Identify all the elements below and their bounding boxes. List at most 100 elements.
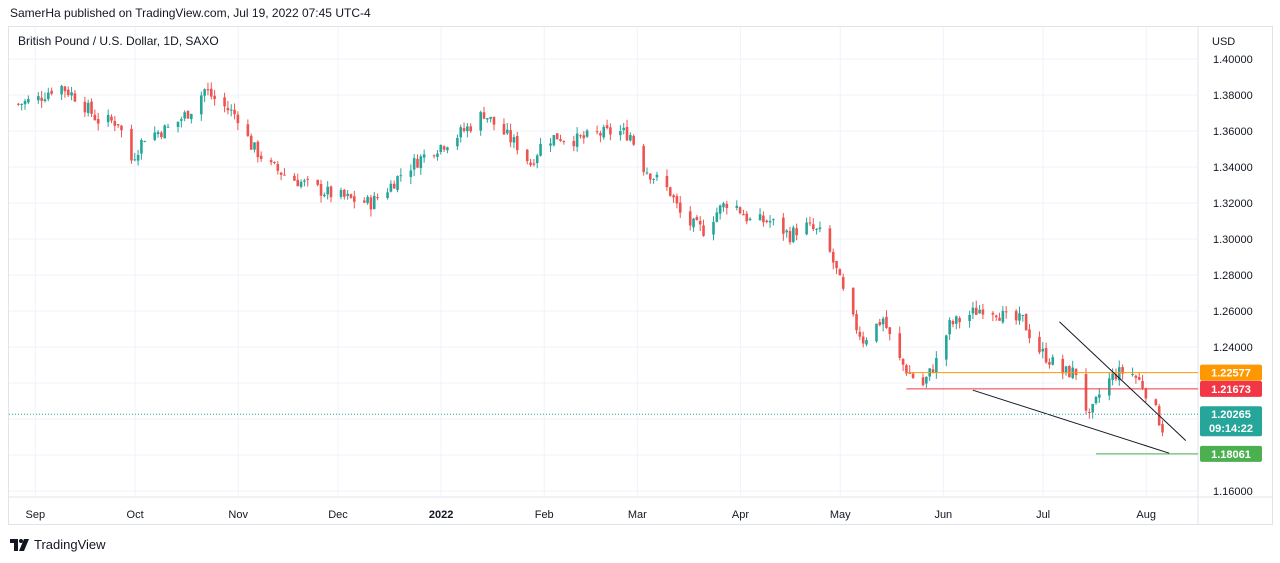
candle-body <box>1154 399 1158 405</box>
published-header: SamerHa published on TradingView.com, Ju… <box>10 6 371 20</box>
candle-body <box>259 155 263 160</box>
tradingview-brand[interactable]: TradingView <box>10 537 106 552</box>
chart-frame[interactable] <box>8 26 1273 525</box>
candle-body <box>346 193 349 196</box>
candle-body <box>456 137 459 147</box>
candle-body <box>96 119 100 124</box>
candle-body <box>412 158 416 170</box>
candle-body <box>40 97 43 101</box>
candle-body <box>855 313 858 331</box>
candle-body <box>768 220 772 223</box>
candle-body <box>66 89 70 96</box>
candle-body <box>1018 313 1021 321</box>
candle-body <box>93 114 97 120</box>
candle-body <box>815 228 818 230</box>
candle-body <box>622 127 626 131</box>
candle-body <box>785 230 788 233</box>
candle-body <box>110 116 113 121</box>
candle-body <box>994 315 998 318</box>
support-green-tag-label: 1.18061 <box>1211 449 1251 461</box>
candle-body <box>991 312 995 315</box>
candle-body <box>1091 403 1094 413</box>
candle-body <box>762 215 765 223</box>
candle-body <box>851 287 855 315</box>
candle-body <box>981 309 985 315</box>
candle-body <box>898 333 902 358</box>
candle-body <box>865 340 868 345</box>
candle-body <box>459 127 463 138</box>
candle-body <box>203 89 206 96</box>
candle-body <box>1114 374 1118 380</box>
candle-body <box>765 220 769 223</box>
candle-body <box>579 135 582 137</box>
candle-body <box>419 156 423 169</box>
candle-body <box>672 195 675 198</box>
candle-body <box>1048 362 1051 365</box>
candle-body <box>502 123 506 135</box>
candle-body <box>249 135 253 150</box>
candle-body <box>276 164 280 171</box>
candle-body <box>432 155 436 157</box>
candle-body <box>688 211 692 226</box>
candle-body <box>602 126 606 138</box>
candle-body <box>649 173 652 180</box>
candle-body <box>1064 366 1068 373</box>
resistance-orange-tag <box>1200 364 1262 381</box>
candle-body <box>23 100 27 105</box>
candle-body <box>748 218 752 220</box>
countdown-label: 09:14:22 <box>1209 423 1253 435</box>
candle-body <box>113 120 117 126</box>
candle-body <box>692 218 695 228</box>
date-tick-label: Aug <box>1136 509 1156 521</box>
candle-body <box>1141 380 1144 389</box>
candle-body <box>392 183 396 189</box>
price-tick-label: 1.30000 <box>1213 234 1253 246</box>
candle-body <box>136 154 140 161</box>
candle-body <box>1107 378 1111 396</box>
candle-body <box>226 107 230 111</box>
price-tick-label: 1.28000 <box>1213 270 1253 282</box>
candle-body <box>343 189 346 197</box>
candle-body <box>668 187 672 196</box>
candle-body <box>838 269 842 276</box>
candle-body <box>439 144 443 152</box>
candle-body <box>366 196 369 204</box>
candle-body <box>1028 329 1031 339</box>
candle-body <box>788 231 792 243</box>
symbol-title[interactable]: British Pound / U.S. Dollar, 1D, SAXO <box>18 34 219 48</box>
candle-body <box>945 335 948 360</box>
candle-body <box>372 195 376 210</box>
date-tick-label: Feb <box>535 509 554 521</box>
candle-body <box>20 103 23 105</box>
candle-body <box>772 219 775 221</box>
candle-body <box>1038 336 1041 353</box>
date-tick-label: Jul <box>1036 509 1050 521</box>
candle-body <box>409 170 413 177</box>
price-tick-label: 1.32000 <box>1213 198 1253 210</box>
candle-body <box>37 96 40 101</box>
candle-body <box>352 196 356 202</box>
date-tick-label: May <box>830 509 851 521</box>
candle-body <box>1094 396 1098 404</box>
candle-body <box>1024 314 1028 331</box>
candle-body <box>655 174 659 178</box>
candle-body <box>369 197 373 210</box>
candle-body <box>60 85 63 95</box>
candle-body <box>698 220 702 225</box>
candle-body <box>362 200 366 203</box>
lower-wedge-line <box>972 389 1170 454</box>
candle-body <box>489 116 492 119</box>
candle-body <box>233 109 236 115</box>
candle-body <box>466 126 469 132</box>
candle-body <box>436 153 439 157</box>
candle-body <box>535 155 539 164</box>
candle-body <box>17 103 20 105</box>
candle-body <box>921 377 925 386</box>
date-tick-label: Nov <box>228 509 248 521</box>
candle-body <box>213 95 216 100</box>
candle-body <box>1084 374 1088 411</box>
candle-body <box>968 314 971 322</box>
candle-body <box>160 132 163 138</box>
candle-body <box>745 213 749 222</box>
